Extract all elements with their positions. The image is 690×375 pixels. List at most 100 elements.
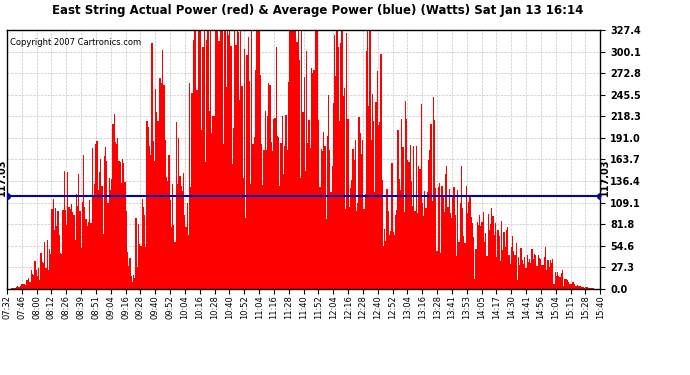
Bar (111, 179, 112, 289)
Bar (437, 186, 439, 289)
Bar (50, 254, 51, 289)
Bar (186, 203, 188, 289)
Bar (89, 200, 90, 289)
Bar (59, 235, 60, 289)
Bar (343, 96, 344, 289)
Bar (362, 140, 364, 289)
Bar (545, 248, 546, 289)
Bar (411, 181, 412, 289)
Bar (451, 218, 452, 289)
Bar (585, 287, 586, 289)
Bar (211, 133, 213, 289)
Bar (357, 202, 358, 289)
Bar (346, 33, 348, 289)
Bar (560, 277, 561, 289)
Bar (219, 30, 221, 289)
Bar (299, 60, 300, 289)
Bar (371, 140, 372, 289)
Bar (240, 0, 241, 289)
Bar (553, 284, 555, 289)
Bar (213, 116, 215, 289)
Bar (471, 217, 472, 289)
Bar (389, 235, 390, 289)
Bar (161, 84, 162, 289)
Bar (551, 263, 552, 289)
Bar (159, 78, 160, 289)
Bar (130, 276, 132, 289)
Bar (177, 184, 178, 289)
Bar (291, 30, 293, 289)
Bar (573, 282, 574, 289)
Bar (578, 286, 579, 289)
Bar (251, 0, 253, 289)
Bar (353, 160, 355, 289)
Bar (67, 172, 68, 289)
Bar (319, 188, 321, 289)
Bar (171, 226, 172, 289)
Bar (192, 93, 193, 289)
Bar (170, 200, 171, 289)
Bar (112, 124, 114, 289)
Bar (574, 284, 575, 289)
Bar (86, 219, 87, 289)
Bar (19, 286, 20, 289)
Bar (491, 208, 493, 289)
Bar (183, 173, 184, 289)
Bar (283, 174, 284, 289)
Bar (549, 267, 550, 289)
Bar (534, 254, 535, 289)
Bar (375, 102, 377, 289)
Bar (82, 202, 83, 289)
Bar (547, 261, 549, 289)
Bar (579, 286, 580, 289)
Bar (369, 23, 371, 289)
Bar (415, 146, 417, 289)
Bar (92, 196, 94, 289)
Bar (473, 237, 474, 289)
Bar (235, 45, 237, 289)
Bar (261, 144, 262, 289)
Bar (62, 210, 63, 289)
Bar (254, 137, 255, 289)
Bar (373, 121, 374, 289)
Bar (257, 24, 259, 289)
Bar (116, 144, 117, 289)
Bar (528, 262, 529, 289)
Bar (124, 182, 126, 289)
Bar (452, 197, 453, 289)
Bar (218, 40, 219, 289)
Bar (333, 103, 334, 289)
Bar (489, 230, 490, 289)
Bar (453, 187, 455, 289)
Bar (48, 270, 49, 289)
Bar (555, 272, 556, 289)
Bar (557, 272, 558, 289)
Bar (295, 30, 296, 289)
Bar (350, 188, 351, 289)
Text: Copyright 2007 Cartronics.com: Copyright 2007 Cartronics.com (10, 38, 141, 47)
Bar (568, 282, 569, 289)
Bar (355, 140, 356, 289)
Bar (502, 250, 504, 289)
Bar (270, 142, 272, 289)
Bar (286, 150, 288, 289)
Bar (221, 30, 222, 289)
Bar (445, 174, 446, 289)
Bar (22, 284, 23, 289)
Bar (175, 242, 176, 289)
Bar (447, 207, 448, 289)
Bar (300, 178, 301, 289)
Bar (168, 154, 170, 289)
Bar (435, 188, 436, 289)
Bar (121, 183, 122, 289)
Bar (280, 143, 282, 289)
Bar (49, 249, 50, 289)
Bar (584, 288, 585, 289)
Bar (88, 222, 89, 289)
Bar (140, 246, 141, 289)
Bar (586, 287, 587, 289)
Bar (14, 288, 16, 289)
Bar (81, 248, 82, 289)
Bar (572, 282, 573, 289)
Bar (305, 171, 306, 289)
